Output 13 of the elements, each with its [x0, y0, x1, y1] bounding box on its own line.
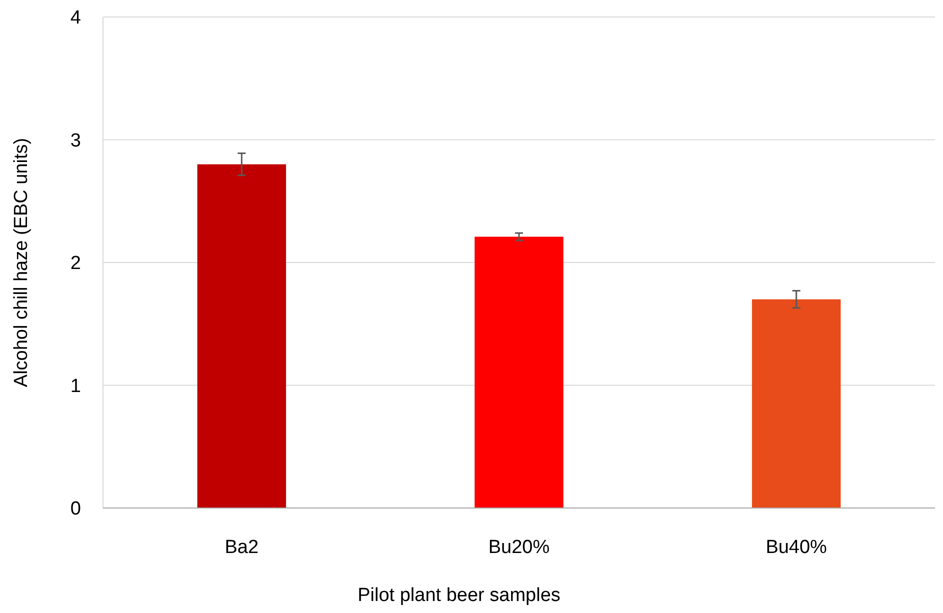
bar	[197, 164, 286, 508]
x-tick-label: Bu20%	[488, 537, 550, 558]
x-axis-title: Pilot plant beer samples	[358, 585, 560, 606]
y-axis-title: Alcohol chill haze (EBC units)	[11, 138, 32, 388]
x-tick-label: Ba2	[224, 537, 259, 558]
bar	[474, 236, 564, 508]
y-tick-label: 3	[70, 130, 81, 152]
bar	[752, 299, 841, 508]
y-tick-label: 4	[70, 8, 82, 29]
y-tick-label: 1	[70, 376, 81, 397]
y-tick-label: 0	[70, 498, 81, 520]
y-tick-label: 2	[70, 253, 81, 274]
x-tick-label: Bu40%	[766, 537, 828, 558]
